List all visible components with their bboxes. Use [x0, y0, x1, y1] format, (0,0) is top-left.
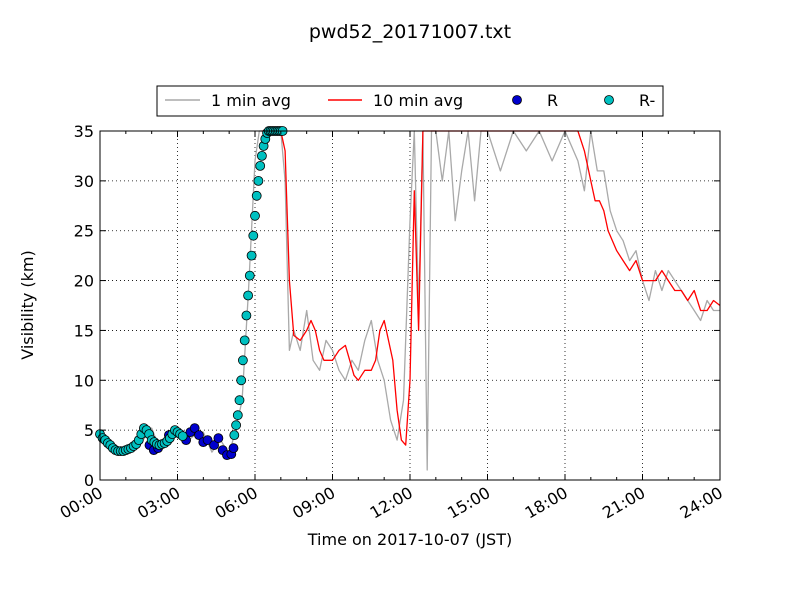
x-tick-label: 15:00	[444, 483, 493, 523]
legend-box	[156, 85, 664, 117]
marker-r-minus	[248, 230, 259, 241]
chart-title: pwd52_20171007.txt	[309, 21, 511, 43]
legend-marker-r-minus	[604, 95, 614, 105]
legend: 1 min avg 10 min avg R R-	[156, 85, 664, 117]
marker-r	[228, 443, 239, 454]
y-axis-title: Visibility (km)	[18, 250, 37, 359]
x-tick-label: 06:00	[212, 483, 261, 523]
marker-r-minus	[250, 210, 260, 221]
x-tick-label: 00:00	[57, 483, 106, 523]
marker-r-minus	[234, 395, 245, 406]
y-tick-label: 0	[84, 471, 94, 490]
x-tick-label: 03:00	[134, 483, 183, 523]
y-tick-label: 20	[74, 272, 94, 291]
marker-r-minus	[236, 375, 247, 386]
series-r-minus	[95, 126, 288, 457]
marker-r-minus	[237, 355, 248, 366]
y-tick-label: 35	[74, 122, 94, 141]
y-axis: 0 5 10 15 20 25 30 35	[74, 122, 720, 490]
series-10min-avg	[261, 130, 721, 446]
line-10min-avg	[261, 130, 721, 446]
marker-r-minus	[246, 250, 257, 261]
y-tick-label: 5	[84, 421, 94, 440]
marker-r-minus	[244, 270, 255, 281]
y-tick-label: 30	[74, 172, 94, 191]
x-axis-title: Time on 2017-10-07 (JST)	[307, 530, 512, 549]
legend-label-10min: 10 min avg	[373, 91, 463, 110]
y-tick-label: 10	[74, 371, 94, 390]
legend-marker-r	[512, 95, 522, 105]
marker-r-minus	[239, 335, 250, 346]
legend-label-1min: 1 min avg	[211, 91, 291, 110]
marker-r-minus	[231, 420, 242, 431]
marker-r	[202, 435, 213, 446]
x-axis: 00:00 03:00 06:00 09:00 12:00 15:00 18:00 21:00…	[57, 131, 726, 523]
marker-r-minus	[229, 430, 240, 441]
y-tick-label: 15	[74, 321, 94, 340]
marker-r-minus	[177, 431, 188, 442]
x-tick-label: 12:00	[367, 483, 416, 523]
marker-r-minus	[253, 175, 264, 186]
plot-area	[95, 126, 721, 481]
y-tick-label: 25	[74, 222, 94, 241]
legend-label-r-minus: R-	[639, 91, 655, 110]
x-tick-label: 21:00	[599, 483, 648, 523]
marker-r-minus	[256, 150, 267, 161]
marker-r-minus	[251, 190, 262, 201]
x-tick-label: 09:00	[289, 483, 338, 523]
x-tick-label: 24:00	[677, 483, 726, 523]
marker-r-minus	[241, 310, 252, 321]
marker-r	[189, 423, 200, 434]
marker-r	[213, 433, 224, 444]
x-tick-label: 18:00	[522, 483, 571, 523]
marker-r-minus	[255, 160, 266, 171]
marker-r	[209, 440, 220, 451]
marker-r-minus	[243, 290, 254, 301]
marker-r	[194, 430, 204, 441]
legend-label-r: R	[547, 91, 558, 110]
marker-r-minus	[232, 410, 243, 421]
